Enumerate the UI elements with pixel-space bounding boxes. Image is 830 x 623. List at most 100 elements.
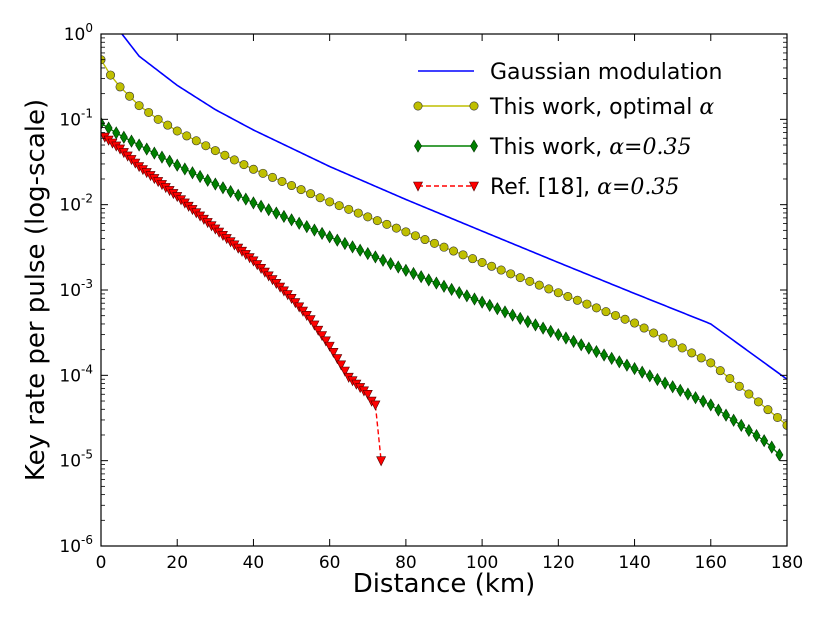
data-point [106, 70, 116, 80]
data-point [610, 310, 620, 320]
data-point [144, 107, 154, 117]
data-point [150, 146, 159, 160]
data-point [577, 338, 586, 352]
data-point [525, 276, 535, 286]
x-tick-label: 160 [695, 553, 727, 573]
data-point [356, 243, 365, 257]
data-point [333, 233, 342, 247]
series-2 [101, 116, 784, 462]
data-point [241, 192, 250, 206]
data-point [371, 250, 380, 264]
data-point [394, 260, 403, 274]
data-point [417, 270, 426, 284]
x-tick-label: 20 [166, 553, 188, 573]
data-point [468, 254, 478, 264]
data-point [763, 405, 773, 415]
y-tick-base: 10 [64, 25, 86, 45]
data-point [470, 292, 479, 306]
y-tick-exponent: -4 [81, 362, 93, 376]
x-tick-label: 0 [96, 553, 107, 573]
data-point [317, 331, 328, 342]
data-point [440, 279, 448, 293]
data-point [553, 288, 563, 298]
data-point [683, 387, 692, 401]
data-point [210, 146, 220, 156]
series-line-2 [101, 122, 780, 456]
data-point [325, 197, 335, 207]
data-point [677, 343, 687, 353]
plot-area [101, 34, 787, 467]
y-tick-label: 10-1 [59, 106, 93, 130]
data-point [295, 216, 304, 230]
data-point [340, 236, 349, 251]
data-point [639, 323, 649, 333]
data-point [348, 240, 357, 254]
legend-marker [469, 181, 479, 192]
series-line-gaussian [121, 34, 787, 380]
y-tick-label: 10-4 [59, 362, 93, 386]
data-point [760, 434, 769, 448]
data-point [135, 138, 144, 152]
data-point [767, 440, 776, 454]
legend-entry-2: This work, α=0.35 [414, 135, 691, 160]
data-point [696, 353, 706, 363]
data-point [182, 131, 192, 141]
data-point [478, 295, 487, 309]
data-point [344, 204, 354, 214]
data-point [449, 246, 459, 256]
data-point [153, 114, 163, 124]
data-point [523, 315, 532, 329]
legend-label: Gaussian modulation [490, 60, 722, 85]
y-tick-base: 10 [59, 196, 81, 216]
data-point [296, 185, 306, 195]
data-point [401, 263, 410, 277]
data-point [401, 227, 411, 237]
data-point [258, 168, 268, 178]
legend-label-part: α [699, 95, 714, 120]
legend-label: This work, optimal α [489, 95, 714, 120]
data-point [420, 235, 430, 245]
data-point [493, 302, 502, 316]
series-3 [101, 132, 387, 467]
data-point [447, 282, 456, 297]
legend-marker [414, 139, 422, 153]
y-tick-base: 10 [59, 281, 81, 301]
legend-label-part: Gaussian modulation [490, 60, 722, 85]
data-point [485, 298, 494, 313]
data-point [239, 160, 249, 170]
data-point [737, 418, 746, 432]
data-point [722, 408, 730, 422]
data-point [112, 126, 121, 140]
data-point [220, 150, 230, 160]
data-point [592, 345, 601, 359]
data-point [516, 311, 525, 325]
data-point [310, 223, 319, 237]
data-point [410, 231, 420, 241]
data-point [248, 164, 258, 174]
data-point [309, 320, 320, 331]
data-point [226, 184, 235, 199]
data-point [699, 394, 708, 408]
x-tick-label: 180 [771, 553, 803, 573]
data-point [668, 338, 678, 348]
y-tick-base: 10 [59, 537, 81, 557]
data-point [272, 206, 281, 220]
data-point [219, 181, 227, 195]
data-point [328, 348, 339, 359]
y-tick-exponent: -1 [81, 106, 93, 120]
data-point [620, 314, 630, 324]
legend-entry-0: Gaussian modulation [418, 60, 722, 85]
data-point [534, 280, 544, 290]
data-point [363, 246, 372, 261]
data-point [313, 325, 324, 336]
data-point [229, 155, 239, 165]
data-point [487, 261, 497, 271]
data-point [569, 334, 578, 348]
data-point [477, 258, 487, 268]
data-point [165, 154, 174, 168]
data-point [775, 448, 784, 462]
data-point [264, 203, 273, 217]
data-point [320, 336, 331, 347]
y-axis-label: Key rate per pulse (log-scale) [21, 99, 51, 481]
legend-label-part: This work, [489, 135, 609, 160]
